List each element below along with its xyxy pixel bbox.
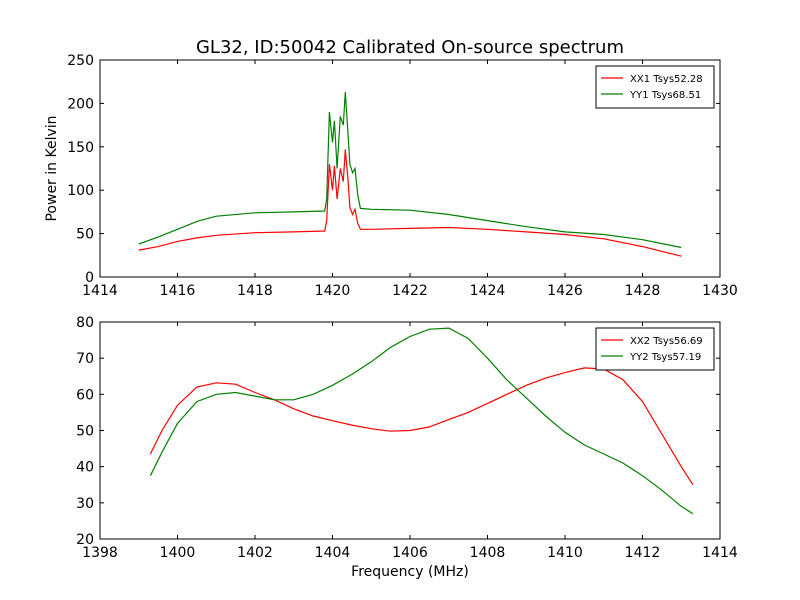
x-tick-label: 1416: [160, 283, 196, 299]
x-tick-label: 1430: [702, 283, 738, 299]
y-tick-label: 0: [85, 270, 94, 286]
legend-box: [595, 327, 715, 371]
x-tick-label: 1398: [82, 545, 118, 561]
x-tick-label: 1402: [237, 545, 273, 561]
x-tick-label: 1400: [160, 545, 196, 561]
chart-title: GL32, ID:50042 Calibrated On-source spec…: [196, 37, 624, 58]
legend-box: [595, 65, 715, 109]
y-tick-label: 20: [76, 532, 94, 548]
y-tick-label: 250: [67, 53, 94, 69]
y-tick-label: 30: [76, 496, 94, 512]
x-tick-label: 1422: [392, 283, 428, 299]
y-tick-label: 50: [76, 424, 94, 440]
series-line-top-2: [138, 92, 682, 249]
x-axis-label: Frequency (MHz): [351, 564, 469, 580]
y-tick-label: 150: [67, 140, 94, 156]
x-tick-label: 1406: [392, 545, 428, 561]
bottom-chart-panel: 1398 1400 1402 1404 1406 1408 1410 1412 1414 20 30…: [76, 315, 738, 580]
series-line-bottom-1: [149, 367, 694, 486]
x-tick-label: 1410: [547, 545, 583, 561]
top-chart-panel: 1414 1416 1418 1420 1422 1424 1426 1428 1430 0 50 1…: [44, 53, 738, 299]
x-tick-label: 1426: [547, 283, 583, 299]
legend: XX2 Tsys56.69 YY2 Tsys57.19: [595, 327, 715, 371]
x-tick-label: 1412: [625, 545, 661, 561]
x-tick-label: 1404: [315, 545, 351, 561]
x-tick-label: 1420: [315, 283, 351, 299]
x-tick-label: 1418: [237, 283, 273, 299]
legend-label: YY1 Tsys68.51: [629, 90, 701, 101]
y-tick-label: 40: [76, 460, 94, 476]
x-tick-label: 1408: [470, 545, 506, 561]
y-tick-label: 100: [67, 183, 94, 199]
y-tick-label: 50: [76, 227, 94, 243]
series-line-bottom-2: [149, 327, 694, 515]
legend: XX1 Tsys52.28 YY1 Tsys68.51: [595, 65, 715, 109]
legend-label: XX2 Tsys56.69: [630, 336, 703, 347]
y-axis-label: Power in Kelvin: [44, 115, 60, 221]
series-line-top-1: [138, 149, 682, 257]
x-tick-label: 1414: [702, 545, 738, 561]
legend-label: YY2 Tsys57.19: [629, 352, 701, 363]
y-tick-label: 80: [76, 315, 94, 331]
y-tick-label: 200: [67, 96, 94, 112]
legend-label: XX1 Tsys52.28: [630, 74, 703, 85]
x-tick-label: 1428: [625, 283, 661, 299]
y-tick-label: 60: [76, 387, 94, 403]
x-tick-label: 1414: [82, 283, 118, 299]
x-tick-label: 1424: [470, 283, 506, 299]
y-tick-label: 70: [76, 351, 94, 367]
